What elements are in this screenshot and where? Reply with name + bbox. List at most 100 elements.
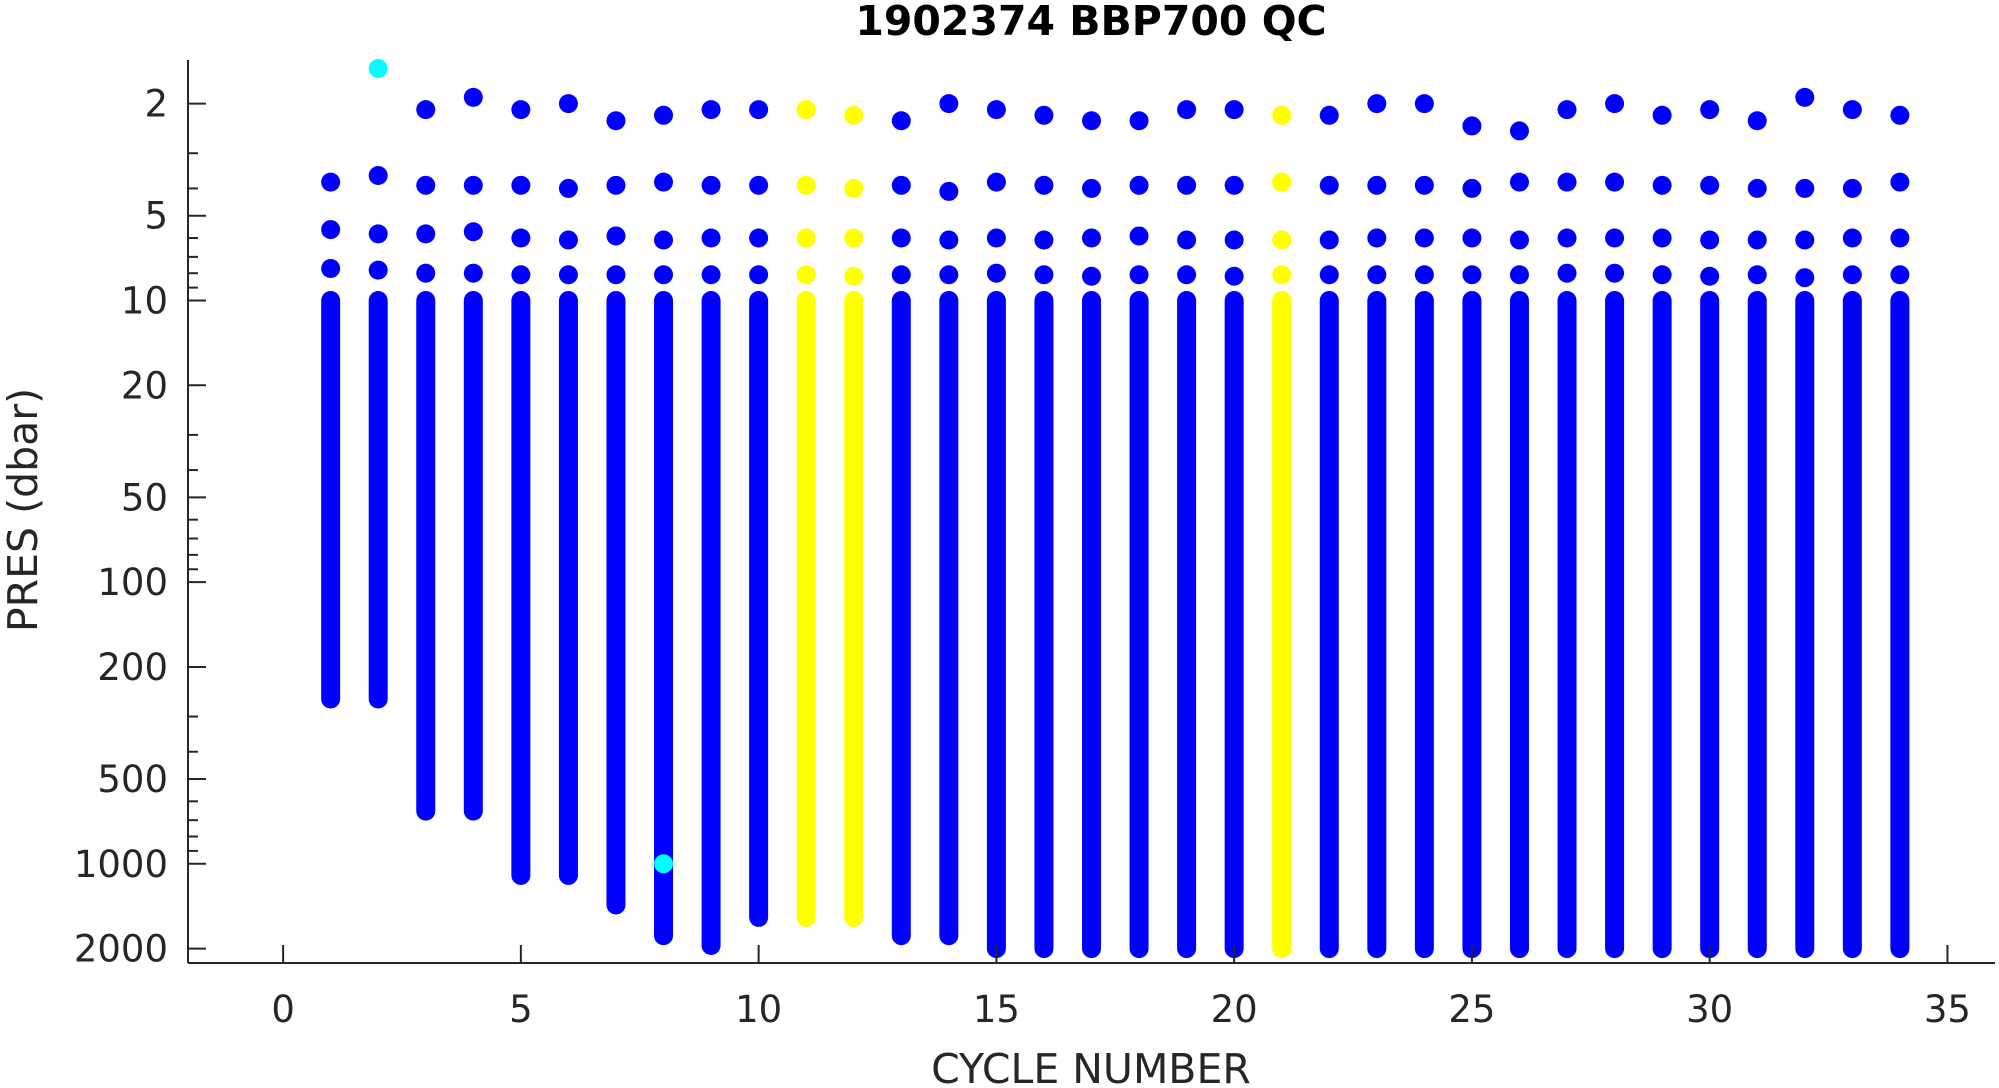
data-point: [1224, 175, 1244, 195]
data-point: [844, 178, 864, 198]
cycle-12-profile: [844, 105, 864, 927]
data-point: [844, 266, 864, 286]
data-point-column: [558, 290, 578, 885]
data-point-column: [1367, 290, 1387, 959]
x-ticks: 0 5 10 15 20 25 30 35: [271, 945, 1971, 1031]
data-point: [1509, 265, 1529, 285]
cycle-21-profile: [1272, 105, 1292, 959]
data-point: [1795, 230, 1815, 250]
data-point: [1509, 230, 1529, 250]
data-point-column: [749, 290, 769, 927]
data-point: [1557, 100, 1577, 120]
data-point-column: [1509, 290, 1529, 959]
data-point: [1177, 265, 1197, 285]
data-point: [1177, 100, 1197, 120]
data-point: [1082, 228, 1101, 248]
data-point: [1367, 265, 1387, 285]
cycle-17-profile: [1082, 111, 1101, 959]
data-point: [558, 178, 578, 198]
data-point: [416, 263, 436, 283]
y-axis-label: PRES (dbar): [0, 388, 47, 632]
data-point: [1700, 100, 1720, 120]
data-point: [1462, 265, 1482, 285]
data-point: [1319, 105, 1339, 125]
data-point: [1224, 100, 1244, 120]
data-point: [1795, 87, 1815, 107]
data-point: [368, 260, 388, 280]
data-point: [1605, 263, 1625, 283]
data-point-column: [606, 290, 626, 915]
data-point-column: [844, 290, 864, 927]
data-point-column: [1605, 290, 1625, 959]
data-point: [654, 105, 674, 125]
x-tick-label: 0: [271, 988, 295, 1031]
data-point: [606, 175, 626, 195]
cycle-13-profile: [891, 111, 911, 946]
y-ticks: 2 5 10 20 50 100 200 500 1000 2000: [74, 83, 206, 971]
cycle-22-profile: [1319, 105, 1339, 959]
data-point: [1747, 178, 1767, 198]
data-point: [1652, 228, 1672, 248]
data-point: [1367, 175, 1387, 195]
data-point: [701, 100, 721, 120]
data-point: [701, 175, 721, 195]
data-point-column: [1082, 290, 1101, 959]
x-tick-label: 5: [509, 988, 533, 1031]
data-point: [796, 228, 816, 248]
cycle-26-profile: [1509, 121, 1529, 959]
data-point: [986, 263, 1006, 283]
data-point: [606, 111, 626, 131]
data-point: [1509, 121, 1529, 141]
data-point: [1414, 228, 1434, 248]
cycle-24-profile: [1414, 94, 1434, 959]
data-point: [606, 265, 626, 285]
data-point: [891, 265, 911, 285]
data-point: [463, 87, 483, 107]
x-tick-label: 35: [1924, 988, 1971, 1031]
data-point: [1034, 230, 1054, 250]
data-point: [1462, 228, 1482, 248]
y-tick-label: 20: [121, 364, 168, 407]
data-point: [463, 222, 483, 242]
data-point: [844, 228, 864, 248]
cycle-33-profile: [1842, 100, 1862, 959]
data-point: [606, 226, 626, 246]
data-point: [1462, 116, 1482, 136]
axes: [187, 60, 1995, 964]
cycle-10-profile: [749, 100, 769, 927]
data-point: [1890, 172, 1910, 192]
cycle-6-profile: [558, 94, 578, 885]
data-point-column: [1842, 290, 1862, 959]
data-point: [1414, 94, 1434, 114]
y-tick-label: 1000: [74, 843, 168, 886]
data-point-column: [1414, 290, 1434, 959]
data-point: [1509, 172, 1529, 192]
cycle-32-profile: [1795, 87, 1815, 959]
data-point: [1272, 172, 1292, 192]
data-point: [321, 172, 341, 192]
data-point: [1842, 178, 1862, 198]
data-point-column: [321, 290, 341, 709]
data-point: [749, 175, 769, 195]
data-point: [1557, 263, 1577, 283]
data-point: [1367, 94, 1387, 114]
data-point: [1034, 175, 1054, 195]
data-point: [1082, 111, 1101, 131]
data-point: [844, 105, 864, 125]
y-tick-label: 100: [97, 561, 168, 604]
data-point-column: [1462, 290, 1482, 959]
data-point-column: [1177, 290, 1197, 959]
data-point-column: [463, 290, 483, 821]
data-point-column: [1890, 290, 1910, 959]
data-point: [891, 228, 911, 248]
cycle-23-profile: [1367, 94, 1387, 959]
data-point-column: [511, 290, 531, 885]
data-point: [1082, 266, 1101, 286]
cycle-2-profile: [368, 166, 388, 709]
cycle-29-profile: [1652, 105, 1672, 959]
data-point: [1414, 265, 1434, 285]
cycle-14-profile: [939, 94, 959, 946]
data-point-column: [1557, 290, 1577, 959]
outlier-point: [368, 58, 388, 78]
data-point: [558, 265, 578, 285]
